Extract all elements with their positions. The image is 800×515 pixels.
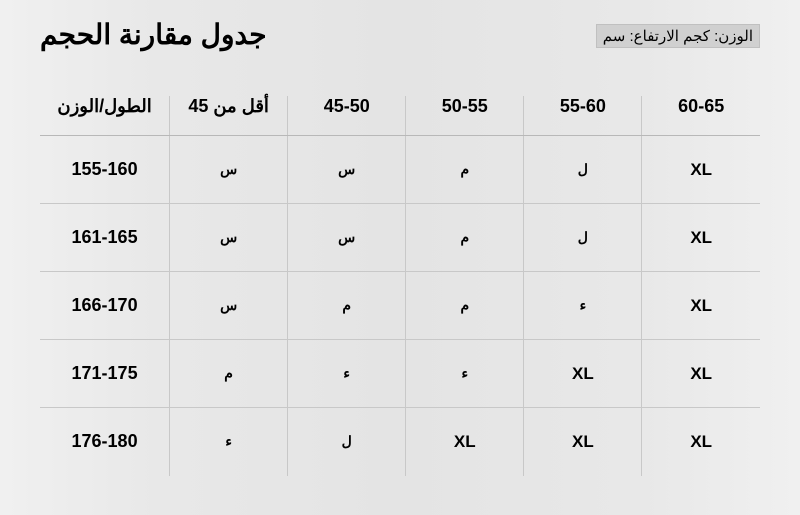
column-header: 45-50 bbox=[288, 96, 406, 136]
table-cell: ل bbox=[524, 204, 642, 272]
table-cell: XL bbox=[642, 272, 760, 340]
size-comparison-table: الطول/الوزن أقل من 45 45-50 50-55 55-60 … bbox=[40, 96, 760, 476]
table-cell: XL bbox=[642, 204, 760, 272]
page-title: جدول مقارنة الحجم bbox=[40, 18, 267, 51]
row-header: 171-175 bbox=[40, 340, 170, 408]
table-row: 176-180ءلXLXLXL bbox=[40, 408, 760, 476]
table-row: 171-175مءءXLXL bbox=[40, 340, 760, 408]
table-cell: س bbox=[288, 204, 406, 272]
size-table-container: الطول/الوزن أقل من 45 45-50 50-55 55-60 … bbox=[0, 61, 800, 476]
table-row: 166-170سممءXL bbox=[40, 272, 760, 340]
table-cell: م bbox=[288, 272, 406, 340]
table-cell: س bbox=[170, 204, 288, 272]
column-header: 55-60 bbox=[524, 96, 642, 136]
table-cell: XL bbox=[524, 408, 642, 476]
table-cell: م bbox=[406, 204, 524, 272]
column-header: الطول/الوزن bbox=[40, 96, 170, 136]
table-cell: م bbox=[170, 340, 288, 408]
table-row: 161-165سسملXL bbox=[40, 204, 760, 272]
row-header: 176-180 bbox=[40, 408, 170, 476]
table-cell: س bbox=[288, 136, 406, 204]
table-cell: ء bbox=[170, 408, 288, 476]
table-cell: س bbox=[170, 136, 288, 204]
row-header: 161-165 bbox=[40, 204, 170, 272]
table-header-row: الطول/الوزن أقل من 45 45-50 50-55 55-60 … bbox=[40, 96, 760, 136]
table-cell: م bbox=[406, 272, 524, 340]
table-cell: م bbox=[406, 136, 524, 204]
table-cell: ء bbox=[524, 272, 642, 340]
table-cell: ء bbox=[406, 340, 524, 408]
table-cell: XL bbox=[642, 340, 760, 408]
table-cell: XL bbox=[642, 136, 760, 204]
row-header: 166-170 bbox=[40, 272, 170, 340]
table-cell: XL bbox=[406, 408, 524, 476]
table-cell: XL bbox=[524, 340, 642, 408]
table-row: 155-160سسملXL bbox=[40, 136, 760, 204]
table-cell: ل bbox=[524, 136, 642, 204]
table-cell: ل bbox=[288, 408, 406, 476]
column-header: 60-65 bbox=[642, 96, 760, 136]
column-header: 50-55 bbox=[406, 96, 524, 136]
table-cell: XL bbox=[642, 408, 760, 476]
table-cell: ء bbox=[288, 340, 406, 408]
row-header: 155-160 bbox=[40, 136, 170, 204]
unit-badge: الوزن: كجم الارتفاع: سم bbox=[596, 24, 760, 48]
column-header: أقل من 45 bbox=[170, 96, 288, 136]
table-cell: س bbox=[170, 272, 288, 340]
header: جدول مقارنة الحجم الوزن: كجم الارتفاع: س… bbox=[0, 0, 800, 61]
